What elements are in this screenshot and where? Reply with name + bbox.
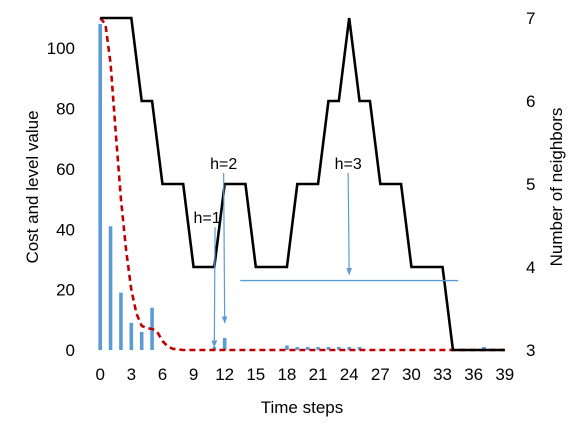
axes-layer: 0 3 6 9 12 15 18 21 24 27 30 33 36 390204060801003456… <box>47 9 536 384</box>
bar <box>222 337 227 350</box>
bar-series <box>98 24 486 350</box>
x-axis-title: Time steps <box>261 398 344 417</box>
bar <box>337 346 341 350</box>
bar <box>326 346 331 350</box>
bar <box>482 346 486 350</box>
x-tick-label: 18 <box>277 365 296 384</box>
right-y-tick-label: 4 <box>526 258 535 277</box>
bar <box>305 346 310 350</box>
x-tick-label: 15 <box>246 365 265 384</box>
bar <box>295 346 300 350</box>
right-y-tick-label: 5 <box>526 175 535 194</box>
annotation-label: h=3 <box>335 156 362 173</box>
annotation-arrow <box>346 172 353 276</box>
bar <box>347 346 351 350</box>
x-tick-label: 36 <box>464 365 483 384</box>
left-y-tick-label: 100 <box>47 39 75 58</box>
level-curve-line <box>99 17 505 352</box>
bar <box>357 346 362 350</box>
right-y-tick-label: 7 <box>526 9 535 28</box>
x-tick-label: 21 <box>309 365 328 384</box>
bar <box>212 346 217 350</box>
annotation-label: h=1 <box>193 210 220 227</box>
x-tick-label: 6 <box>158 365 167 384</box>
left-y-tick-label: 80 <box>56 100 75 119</box>
x-tick-label: 24 <box>340 365 359 384</box>
bar <box>316 346 320 350</box>
x-tick-label: 0 <box>95 365 104 384</box>
x-tick-label: 3 <box>127 365 136 384</box>
annotation-arrow <box>221 172 228 324</box>
bar <box>98 24 102 350</box>
left-y-tick-label: 20 <box>56 281 75 300</box>
neighbors-line <box>100 16 505 352</box>
bar <box>139 331 144 350</box>
x-tick-label: 33 <box>433 365 452 384</box>
annotation-arrow <box>211 227 218 348</box>
right-y-axis-title: Number of neighbors <box>547 108 566 267</box>
left-y-tick-label: 40 <box>56 220 75 239</box>
x-tick-label: 27 <box>371 365 390 384</box>
bar <box>285 345 289 350</box>
annotations-layer: h=1 h=2 h=3 <box>193 156 459 348</box>
bar <box>129 322 134 350</box>
left-y-tick-label: 60 <box>56 160 75 179</box>
annotation-label: h=2 <box>210 156 237 173</box>
x-tick-label: 39 <box>495 365 514 384</box>
left-y-tick-label: 0 <box>66 341 75 360</box>
bar <box>108 226 113 350</box>
right-y-tick-label: 6 <box>526 92 535 111</box>
x-tick-label: 12 <box>215 365 234 384</box>
x-tick-label: 9 <box>189 365 198 384</box>
right-y-tick-label: 3 <box>526 341 535 360</box>
level-curve-series <box>99 17 505 352</box>
neighbors-series <box>100 16 505 352</box>
x-tick-label: 30 <box>402 365 421 384</box>
bar <box>119 292 123 350</box>
left-y-axis-title: Cost and level value <box>23 110 42 263</box>
